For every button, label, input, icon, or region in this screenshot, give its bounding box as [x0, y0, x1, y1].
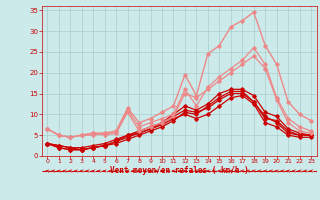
X-axis label: Vent moyen/en rafales ( km/h ): Vent moyen/en rafales ( km/h ) [110, 166, 249, 175]
